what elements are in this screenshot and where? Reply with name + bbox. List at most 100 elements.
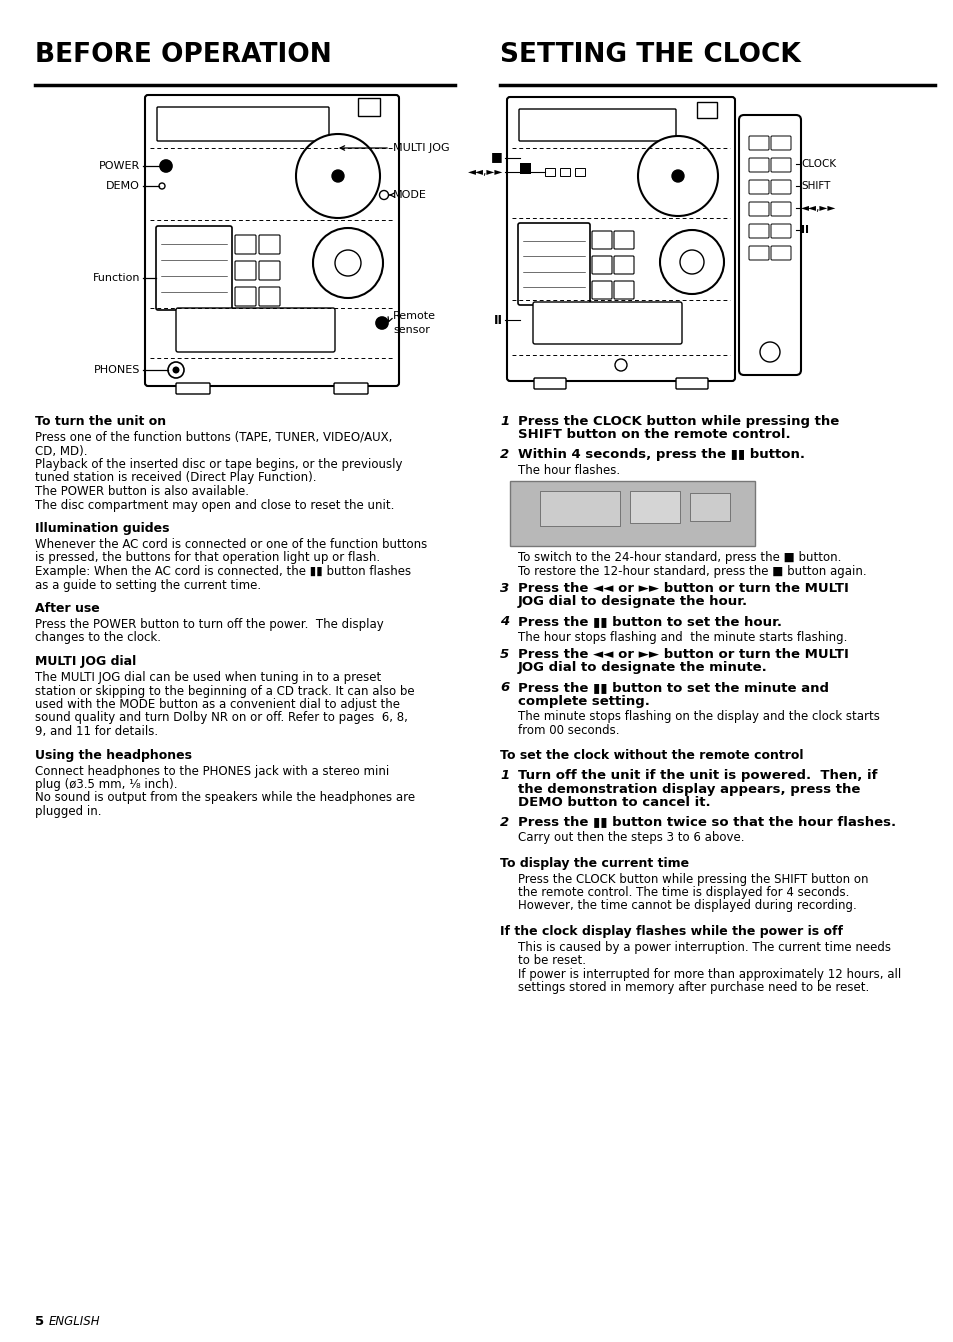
Circle shape xyxy=(168,362,184,378)
FancyBboxPatch shape xyxy=(592,231,612,250)
FancyBboxPatch shape xyxy=(739,115,801,374)
Circle shape xyxy=(375,317,388,329)
FancyBboxPatch shape xyxy=(145,95,398,386)
Text: To display the current time: To display the current time xyxy=(499,856,688,870)
Text: II: II xyxy=(494,314,502,326)
Text: Press one of the function buttons (TAPE, TUNER, VIDEO/AUX,: Press one of the function buttons (TAPE,… xyxy=(35,431,392,444)
FancyBboxPatch shape xyxy=(770,203,790,216)
Text: The MULTI JOG dial can be used when tuning in to a preset: The MULTI JOG dial can be used when tuni… xyxy=(35,671,381,684)
Text: sensor: sensor xyxy=(393,325,430,336)
FancyBboxPatch shape xyxy=(258,287,280,306)
Bar xyxy=(539,491,619,526)
FancyBboxPatch shape xyxy=(748,136,768,150)
FancyBboxPatch shape xyxy=(614,280,634,299)
FancyBboxPatch shape xyxy=(770,158,790,172)
Bar xyxy=(689,493,729,521)
FancyBboxPatch shape xyxy=(175,309,335,352)
Text: Press the CLOCK button while pressing the SHIFT button on: Press the CLOCK button while pressing th… xyxy=(517,872,867,886)
Text: Press the ▮▮ button to set the minute and: Press the ▮▮ button to set the minute an… xyxy=(517,680,828,694)
Text: used with the MODE button as a convenient dial to adjust the: used with the MODE button as a convenien… xyxy=(35,698,399,711)
Text: Using the headphones: Using the headphones xyxy=(35,749,192,761)
FancyBboxPatch shape xyxy=(234,235,255,254)
Circle shape xyxy=(159,183,165,189)
Text: Turn off the unit if the unit is powered.  Then, if: Turn off the unit if the unit is powered… xyxy=(517,769,877,782)
Text: To set the clock without the remote control: To set the clock without the remote cont… xyxy=(499,749,802,762)
FancyBboxPatch shape xyxy=(614,256,634,274)
FancyBboxPatch shape xyxy=(334,382,368,395)
Text: MODE: MODE xyxy=(393,191,426,200)
Text: Connect headphones to the PHONES jack with a stereo mini: Connect headphones to the PHONES jack wi… xyxy=(35,765,389,777)
FancyBboxPatch shape xyxy=(506,97,734,381)
Text: Press the CLOCK button while pressing the: Press the CLOCK button while pressing th… xyxy=(517,415,839,428)
FancyBboxPatch shape xyxy=(592,256,612,274)
Text: After use: After use xyxy=(35,603,100,615)
Text: Carry out then the steps 3 to 6 above.: Carry out then the steps 3 to 6 above. xyxy=(517,831,743,844)
Text: 6: 6 xyxy=(499,680,509,694)
Text: plugged in.: plugged in. xyxy=(35,805,101,819)
Text: Press the POWER button to turn off the power.  The display: Press the POWER button to turn off the p… xyxy=(35,619,383,631)
FancyBboxPatch shape xyxy=(676,378,707,389)
Text: Illumination guides: Illumination guides xyxy=(35,522,170,535)
Text: SETTING THE CLOCK: SETTING THE CLOCK xyxy=(499,42,800,68)
Text: If the clock display flashes while the power is off: If the clock display flashes while the p… xyxy=(499,925,842,938)
Text: No sound is output from the speakers while the headphones are: No sound is output from the speakers whi… xyxy=(35,792,415,804)
Text: To restore the 12-hour standard, press the ■ button again.: To restore the 12-hour standard, press t… xyxy=(517,565,865,577)
FancyBboxPatch shape xyxy=(258,260,280,280)
Text: MULTI JOG: MULTI JOG xyxy=(393,144,449,153)
FancyBboxPatch shape xyxy=(748,203,768,216)
Bar xyxy=(697,102,717,118)
FancyBboxPatch shape xyxy=(770,136,790,150)
Text: from 00 seconds.: from 00 seconds. xyxy=(517,723,618,737)
Text: 5: 5 xyxy=(35,1315,44,1329)
Text: Whenever the AC cord is connected or one of the function buttons: Whenever the AC cord is connected or one… xyxy=(35,538,427,552)
FancyBboxPatch shape xyxy=(770,246,790,260)
Text: MULTI JOG dial: MULTI JOG dial xyxy=(35,655,136,668)
Text: POWER: POWER xyxy=(99,161,140,170)
FancyBboxPatch shape xyxy=(234,260,255,280)
FancyBboxPatch shape xyxy=(592,280,612,299)
Text: to be reset.: to be reset. xyxy=(517,954,585,968)
Circle shape xyxy=(615,360,626,370)
Text: settings stored in memory after purchase need to be reset.: settings stored in memory after purchase… xyxy=(517,981,868,994)
Text: complete setting.: complete setting. xyxy=(517,695,649,707)
Text: as a guide to setting the current time.: as a guide to setting the current time. xyxy=(35,578,261,592)
Text: ◄◄,►►: ◄◄,►► xyxy=(467,166,502,177)
FancyBboxPatch shape xyxy=(614,231,634,250)
Circle shape xyxy=(172,366,179,373)
FancyBboxPatch shape xyxy=(156,225,232,310)
Circle shape xyxy=(760,342,780,362)
Text: 4: 4 xyxy=(499,615,509,628)
Text: SHIFT: SHIFT xyxy=(801,181,829,191)
Text: To switch to the 24-hour standard, press the ■ button.: To switch to the 24-hour standard, press… xyxy=(517,552,841,564)
Text: Example: When the AC cord is connected, the ▮▮ button flashes: Example: When the AC cord is connected, … xyxy=(35,565,411,578)
Text: SHIFT button on the remote control.: SHIFT button on the remote control. xyxy=(517,428,790,442)
Text: tuned station is received (Direct Play Function).: tuned station is received (Direct Play F… xyxy=(35,471,316,484)
Circle shape xyxy=(638,136,718,216)
Circle shape xyxy=(313,228,382,298)
Text: Press the ▮▮ button twice so that the hour flashes.: Press the ▮▮ button twice so that the ho… xyxy=(517,816,895,828)
Text: Press the ◄◄ or ►► button or turn the MULTI: Press the ◄◄ or ►► button or turn the MU… xyxy=(517,648,848,662)
FancyBboxPatch shape xyxy=(234,287,255,306)
Text: The POWER button is also available.: The POWER button is also available. xyxy=(35,484,249,498)
FancyBboxPatch shape xyxy=(258,235,280,254)
FancyBboxPatch shape xyxy=(518,109,676,141)
FancyBboxPatch shape xyxy=(175,382,210,395)
Bar xyxy=(510,480,754,546)
Text: This is caused by a power interruption. The current time needs: This is caused by a power interruption. … xyxy=(517,941,890,954)
Circle shape xyxy=(671,170,683,183)
FancyBboxPatch shape xyxy=(748,180,768,195)
Text: 2: 2 xyxy=(499,448,509,462)
Text: 5: 5 xyxy=(499,648,509,662)
Text: If power is interrupted for more than approximately 12 hours, all: If power is interrupted for more than ap… xyxy=(517,968,901,981)
Text: The minute stops flashing on the display and the clock starts: The minute stops flashing on the display… xyxy=(517,710,879,723)
Text: CLOCK: CLOCK xyxy=(801,158,835,169)
Text: ■: ■ xyxy=(491,150,502,164)
Text: CD, MD).: CD, MD). xyxy=(35,444,88,458)
Text: DEMO button to cancel it.: DEMO button to cancel it. xyxy=(517,796,710,809)
Bar xyxy=(357,98,379,115)
Text: Within 4 seconds, press the ▮▮ button.: Within 4 seconds, press the ▮▮ button. xyxy=(517,448,804,462)
Text: The hour stops flashing and  the minute starts flashing.: The hour stops flashing and the minute s… xyxy=(517,631,846,644)
Text: However, the time cannot be displayed during recording.: However, the time cannot be displayed du… xyxy=(517,899,856,913)
Circle shape xyxy=(295,134,379,217)
FancyBboxPatch shape xyxy=(157,107,329,141)
